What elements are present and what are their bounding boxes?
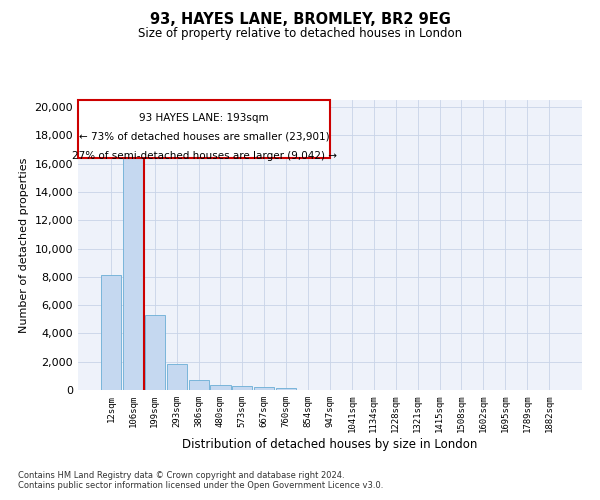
Bar: [123, 155, 143, 390]
Bar: [101, 276, 121, 390]
Text: 93, HAYES LANE, BROMLEY, BR2 9EG: 93, HAYES LANE, BROMLEY, BR2 9EG: [149, 12, 451, 28]
Bar: [254, 387, 274, 390]
Bar: [276, 388, 296, 390]
Text: 93 HAYES LANE: 193sqm: 93 HAYES LANE: 193sqm: [139, 112, 269, 122]
X-axis label: Distribution of detached houses by size in London: Distribution of detached houses by size …: [182, 438, 478, 451]
Y-axis label: Number of detached properties: Number of detached properties: [19, 158, 29, 332]
Text: Size of property relative to detached houses in London: Size of property relative to detached ho…: [138, 28, 462, 40]
Text: Contains HM Land Registry data © Crown copyright and database right 2024.
Contai: Contains HM Land Registry data © Crown c…: [18, 470, 383, 490]
FancyBboxPatch shape: [78, 100, 330, 158]
Text: 27% of semi-detached houses are larger (9,042) →: 27% of semi-detached houses are larger (…: [71, 150, 337, 160]
Bar: [232, 386, 253, 390]
Bar: [188, 380, 209, 390]
Text: ← 73% of detached houses are smaller (23,901): ← 73% of detached houses are smaller (23…: [79, 132, 329, 141]
Bar: [211, 385, 230, 390]
Bar: [167, 364, 187, 390]
Bar: [145, 315, 165, 390]
